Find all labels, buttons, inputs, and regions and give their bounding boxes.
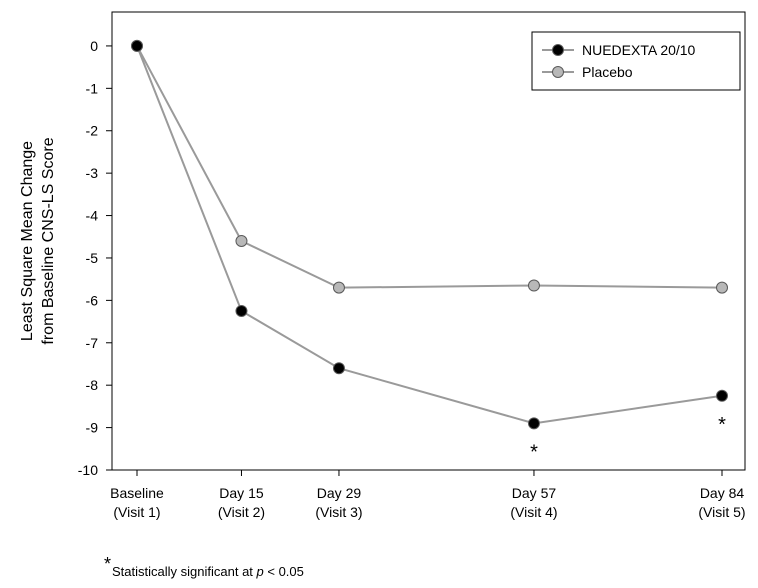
data-point: [131, 39, 143, 52]
x-tick-label: Day 84: [700, 485, 745, 501]
data-point: [527, 279, 540, 292]
legend-label: NUEDEXTA 20/10: [582, 42, 696, 58]
x-tick-sublabel: (Visit 1): [113, 504, 160, 520]
y-tick-label: -6: [86, 292, 99, 308]
y-tick-label: -5: [86, 250, 99, 266]
footnote-star: *: [104, 554, 112, 574]
plot-frame: [111, 11, 746, 471]
x-tick-sublabel: (Visit 4): [510, 504, 557, 520]
data-point: [716, 281, 728, 294]
x-tick-label: Day 15: [219, 485, 264, 501]
legend-marker: [552, 44, 564, 56]
x-tick-label: Day 29: [317, 485, 362, 501]
data-point: [332, 281, 345, 294]
footnote-tail: < 0.05: [263, 564, 304, 579]
series-placebo: [131, 39, 728, 294]
y-tick-label: -4: [86, 208, 99, 224]
x-tick-label: Baseline: [110, 485, 164, 501]
data-point: [527, 417, 540, 430]
y-axis-label: Least Square Mean Change from Baseline CN…: [19, 137, 57, 344]
data-point: [235, 235, 248, 247]
legend-label: Placebo: [582, 64, 633, 80]
x-tick-sublabel: (Visit 5): [698, 504, 745, 520]
y-tick-label: -3: [86, 165, 99, 181]
y-tick-label: 0: [90, 38, 98, 54]
series-line: [136, 45, 723, 425]
y-tick-label: -2: [86, 123, 99, 139]
significance-star: *: [718, 414, 726, 436]
footnote-text: Statistically significant at: [112, 564, 257, 579]
x-axis: Baseline (Visit 1) Day 15 (Visit 2) Day 29 (V…: [110, 470, 746, 520]
data-point: [235, 304, 248, 317]
legend-box: [531, 31, 741, 91]
x-tick-sublabel: (Visit 2): [218, 504, 265, 520]
y-axis-title-line-1: Least Square Mean Change: [19, 141, 36, 341]
x-tick-label: Day 57: [512, 485, 557, 501]
plot-border: [111, 11, 746, 471]
legend-entry: Placebo: [542, 64, 633, 80]
y-tick-label: -8: [86, 377, 99, 393]
series-nuedexta: [131, 39, 728, 430]
significance-markers: **: [530, 414, 726, 464]
y-tick-label: -9: [86, 420, 99, 436]
significance-star: *: [530, 441, 538, 463]
footnote-p: p: [256, 564, 264, 579]
y-axis-title-line-2: from Baseline CNS-LS Score: [40, 137, 57, 344]
footnote: *Statistically significant at p < 0.05: [104, 554, 304, 581]
y-tick-label: -1: [86, 80, 99, 96]
y-tick-label: -10: [78, 462, 98, 478]
y-tick-label: -7: [86, 335, 99, 351]
legend-entry: NUEDEXTA 20/10: [542, 42, 696, 58]
x-tick-sublabel: (Visit 3): [315, 504, 362, 520]
legend: NUEDEXTA 20/10 Placebo: [531, 31, 741, 91]
y-axis: 0 -1 -2 -3 -4 -5 -6 -7 -8 -9 -10: [78, 38, 112, 478]
data-point: [716, 389, 728, 402]
data-point: [332, 362, 345, 375]
legend-marker: [552, 66, 564, 78]
series-layer: [131, 39, 728, 430]
